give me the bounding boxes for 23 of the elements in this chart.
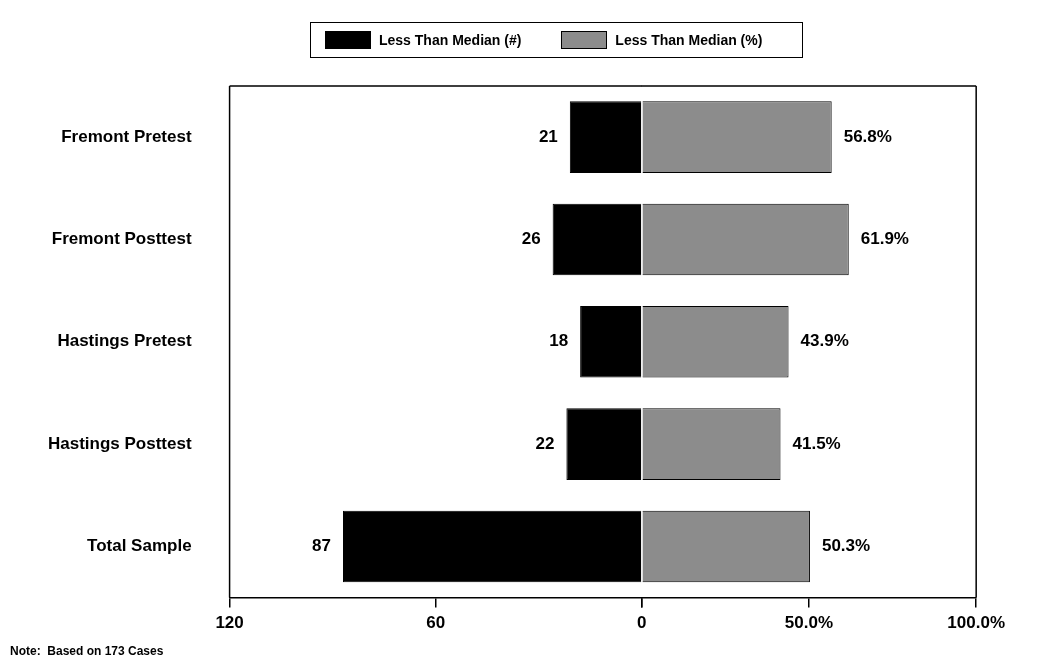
data-label: 43.9% — [800, 331, 850, 351]
data-label: 50.3% — [822, 536, 871, 556]
y-tick-label: Hastings Posttest — [47, 433, 192, 453]
y-tick-label: Fremont Pretest — [61, 126, 192, 146]
data-label: 87 — [312, 536, 331, 556]
data-label: 18 — [549, 331, 569, 351]
text: Note: Based on 173 Cases — [10, 644, 164, 659]
data-label: 26 — [521, 229, 541, 249]
legend-label: Less Than Median (#) — [379, 32, 522, 48]
data-label: 41.5% — [792, 433, 842, 453]
legend-label: Less Than Median (%) — [615, 32, 763, 48]
x-tick-label: 100.0% — [947, 613, 1006, 633]
x-tick-label: 120 — [215, 613, 244, 633]
y-tick-label: Total Sample — [87, 536, 192, 556]
x-tick-label: 60 — [426, 613, 446, 633]
y-tick-label: Hastings Pretest — [57, 331, 192, 351]
data-label: 21 — [538, 126, 558, 146]
data-label: 22 — [535, 433, 555, 453]
x-tick-label: 50.0% — [785, 613, 834, 633]
data-label: 56.8% — [843, 126, 893, 146]
y-tick-label: Fremont Posttest — [51, 229, 192, 249]
data-label: 61.9% — [861, 229, 910, 249]
x-tick-label: 0 — [637, 613, 647, 633]
